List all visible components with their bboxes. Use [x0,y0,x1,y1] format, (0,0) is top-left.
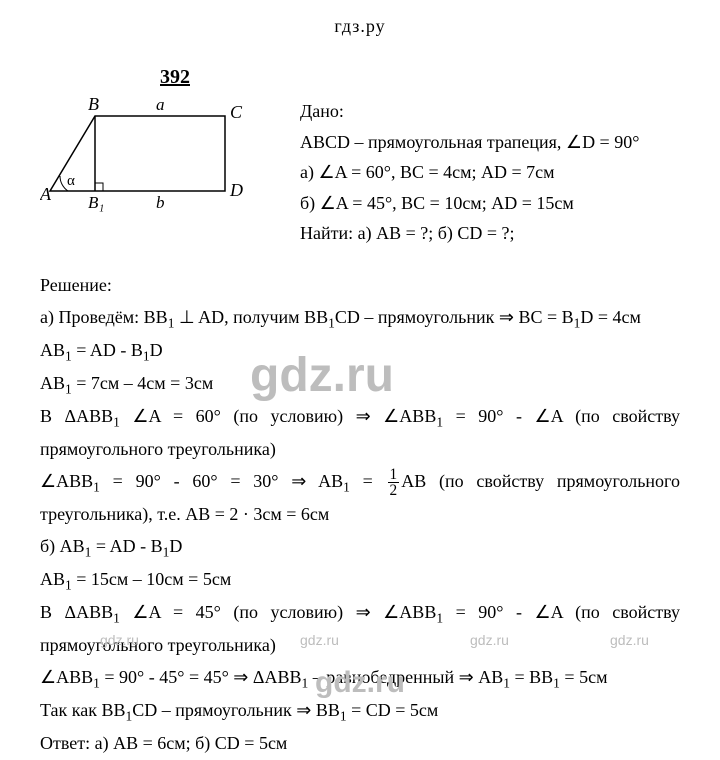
trapezoid-outline [50,116,225,191]
a1b: ⊥ AD, получим BB [174,307,328,327]
label-alpha: α [67,173,75,189]
b4e: = 5см [560,667,608,687]
sol-a1: а) Проведём: BB1 ⊥ AD, получим BB1CD – п… [40,302,680,335]
given-l2a: а) [300,162,318,182]
b1a: б) AB [40,536,85,556]
a1a: а) Проведём: BB [40,307,168,327]
given-l3a: б) [300,193,320,213]
sol-b2: AB1 = 15см – 10см = 5см [40,564,680,597]
b1c: D [169,536,182,556]
label-b: B [88,96,99,114]
given-line-3: б) ∠A = 45°, BC = 10см; AD = 15см [300,188,639,219]
label-b1: B₁ [88,193,104,212]
label-c: C [230,102,243,122]
sol-a4: В ΔABB1 ∠A = 60° (по условию) ⇒ ∠ABB1 = … [40,401,680,466]
trapezoid-figure: B C A D B₁ a b α [40,96,250,216]
a2c: D [150,340,163,360]
b5a: Так как BB [40,700,126,720]
a2a: AB [40,340,65,360]
given-l1a: ABCD – прямоугольная трапеция, [300,132,566,152]
right-angle-marker [95,183,103,191]
sol-a3: AB1 = 7см – 4см = 3см [40,368,680,401]
b2a: AB [40,569,65,589]
label-d: D [229,180,243,200]
label-side-b: b [156,193,165,212]
given-l2b: A = 60°, BC = 4см; AD = 7см [335,162,555,182]
a4b: ∠A = 60° (по условию) ⇒ ∠ABB [120,406,436,426]
sol-answer: Ответ: а) AB = 6см; б) CD = 5см [40,728,680,760]
sol-a2: AB1 = AD - B1D [40,335,680,368]
b3a: В ΔABB [40,602,113,622]
b1b: = AD - B [91,536,162,556]
label-a-vertex: A [40,184,52,204]
a5b: = 90° - 60° = 30° ⇒ AB [100,471,343,491]
a3a: AB [40,373,65,393]
trapezoid-svg: B C A D B₁ a b α [40,96,250,216]
label-side-a: a [156,96,165,114]
given-title: Дано: [300,96,639,127]
given-block: Дано: ABCD – прямоугольная трапеция, ∠D … [300,96,639,249]
b4b: = 90° - 45° = 45° ⇒ ΔABB [100,667,302,687]
site-header: гдз.ру [0,0,720,37]
b4c: – равнобедренный ⇒ AB [308,667,503,687]
a3b: = 7см – 4см = 3см [72,373,213,393]
given-line-4: Найти: а) AB = ?; б) CD = ?; [300,218,639,249]
sol-b1: б) AB1 = AD - B1D [40,531,680,564]
a1c: CD – прямоугольник ⇒ BC = B [335,307,574,327]
b5c: = CD = 5см [347,700,439,720]
given-l1b: D = 90° [582,132,639,152]
b4d: = BB [510,667,553,687]
b4a: ∠ABB [40,667,93,687]
a5a: ∠ABB [40,471,93,491]
a4a: В ΔABB [40,406,113,426]
sol-b3: В ΔABB1 ∠A = 45° (по условию) ⇒ ∠ABB1 = … [40,597,680,662]
given-line-2: а) ∠A = 60°, BC = 4см; AD = 7см [300,157,639,188]
given-line-1: ABCD – прямоугольная трапеция, ∠D = 90° [300,127,639,158]
problem-number: 392 [160,66,190,89]
a5c: = [350,471,386,491]
a1d: D = 4см [580,307,641,327]
a2b: = AD - B [72,340,143,360]
b2b: = 15см – 10см = 5см [72,569,231,589]
given-l3b: A = 45°, BC = 10см; AD = 15см [336,193,574,213]
sol-b4: ∠ABB1 = 90° - 45° = 45° ⇒ ΔABB1 – равноб… [40,662,680,695]
sol-a5: ∠ABB1 = 90° - 60° = 30° ⇒ AB1 = 12AB (по… [40,466,680,531]
b3b: ∠A = 45° (по условию) ⇒ ∠ABB [120,602,436,622]
solution-title: Решение: [40,270,680,302]
solution-block: Решение: а) Проведём: BB1 ⊥ AD, получим … [40,270,680,760]
b5b: CD – прямоугольник ⇒ BB [132,700,340,720]
